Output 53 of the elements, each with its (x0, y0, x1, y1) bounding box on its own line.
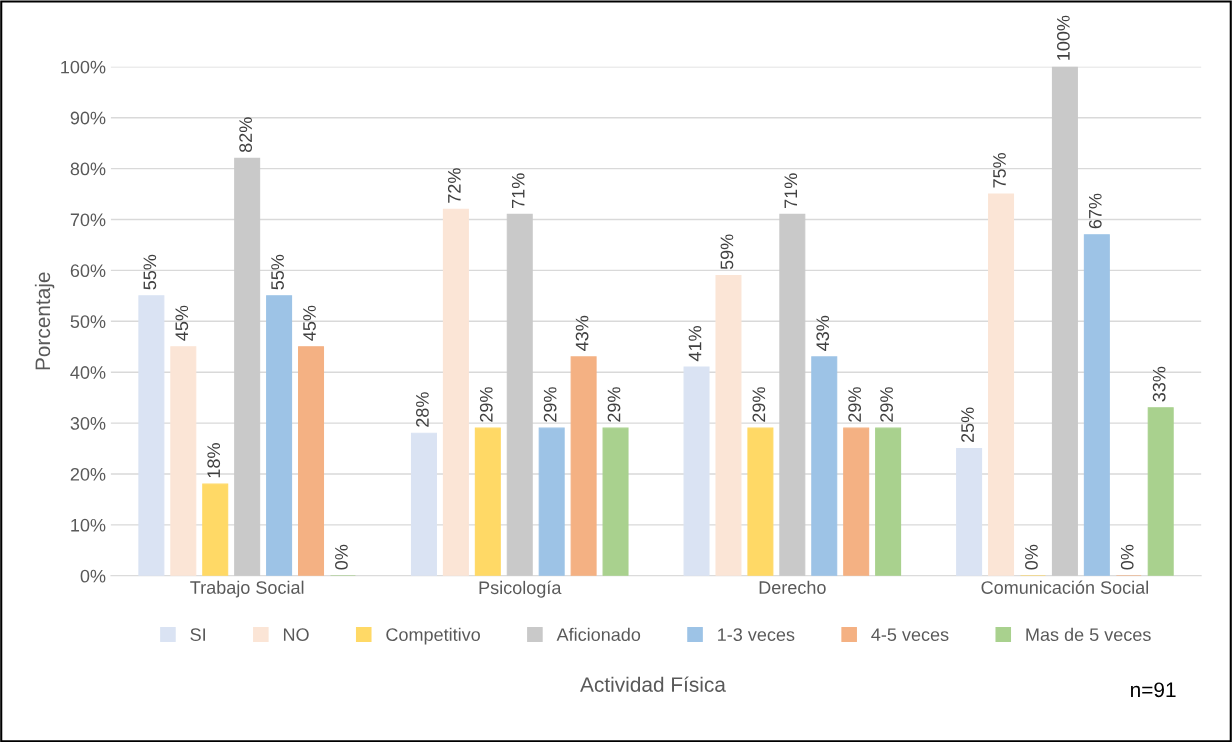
data-label: 29% (848, 387, 862, 422)
y-tick-label: 20% (70, 467, 106, 481)
data-label: 33% (1152, 366, 1166, 402)
y-tick-label: 60% (70, 264, 106, 278)
data-label: 43% (816, 315, 830, 351)
data-label: 0% (1120, 544, 1134, 570)
data-label: 100% (1056, 15, 1070, 60)
legend-label: NO (283, 628, 309, 642)
data-label: 59% (720, 234, 734, 270)
data-label: 55% (143, 254, 157, 290)
x-tick-label: Trabajo Social (190, 580, 304, 598)
data-label: 71% (784, 173, 798, 208)
x-tick-label: Psicología (479, 580, 562, 598)
data-label: 0% (335, 544, 348, 570)
y-tick-label: 40% (70, 366, 106, 379)
data-label: 25% (961, 407, 974, 443)
data-label: 29% (479, 387, 493, 422)
legend-label: Competitivo (386, 627, 480, 645)
data-label: 72% (447, 168, 461, 203)
y-tick-label: 70% (70, 213, 106, 227)
data-label: 82% (239, 117, 253, 153)
data-label: 71% (511, 173, 525, 208)
data-label: 29% (880, 387, 893, 422)
data-label: 45% (303, 305, 316, 341)
data-label: 41% (688, 326, 702, 362)
data-label: 29% (543, 387, 557, 422)
y-tick-label: 80% (70, 162, 106, 176)
data-label: 18% (207, 443, 221, 478)
y-axis-title: Porcentaje (34, 272, 55, 370)
data-label: 43% (575, 315, 589, 351)
y-tick-label: 0% (80, 569, 106, 583)
text: n=91 (1131, 682, 1176, 698)
legend-label: 4-5 veces (871, 628, 949, 642)
data-label: 29% (752, 387, 766, 422)
y-tick-label: 30% (70, 417, 106, 430)
legend-label: Aficionado (556, 627, 641, 642)
x-axis-title: Actividad Física (580, 676, 726, 692)
x-tick-label: Comunicación Social (981, 580, 1149, 594)
legend-label: Mas de 5 veces (1026, 627, 1151, 642)
data-label: 28% (416, 392, 429, 427)
y-tick-label: 90% (70, 111, 106, 125)
data-label: 29% (607, 387, 621, 422)
data-label: 75% (993, 152, 1006, 188)
y-tick-label: 10% (71, 518, 106, 532)
data-label: 45% (175, 305, 189, 341)
data-label: 67% (1088, 193, 1102, 229)
legend-label: SI (190, 628, 205, 642)
data-label: 55% (271, 254, 284, 290)
x-tick-label: Derecho (759, 580, 826, 594)
data-label: 0% (1025, 544, 1038, 570)
y-tick-label: 100% (61, 60, 106, 74)
legend-label: 1-3 veces (718, 628, 795, 642)
y-tick-label: 50% (70, 315, 106, 329)
